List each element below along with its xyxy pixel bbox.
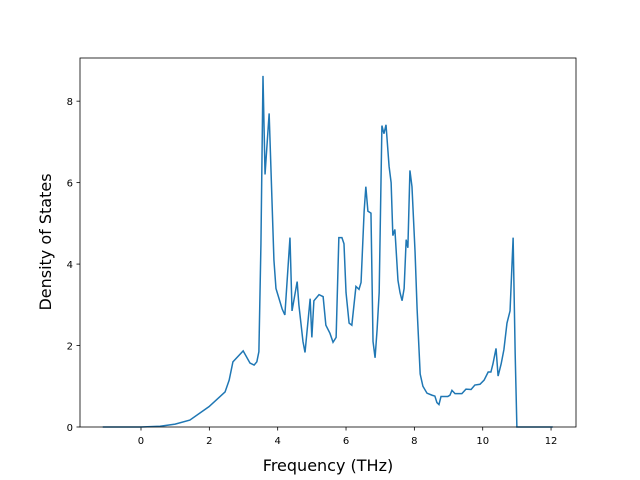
x-tick-label: 6 [343,436,349,447]
plot-frame [79,57,577,428]
y-tick-label: 2 [67,342,73,353]
x-tick-label: 4 [274,436,280,447]
x-tick-label: 12 [545,436,558,447]
line [102,75,553,428]
x-tick-label: 2 [206,436,212,447]
y-tick-label: 6 [67,179,73,190]
x-tick-label: 8 [411,436,417,447]
y-tick-label: 0 [67,423,73,434]
y-axis-label: Density of States [36,173,55,310]
x-axis-label: Frequency (THz) [263,456,393,475]
y-tick-label: 4 [67,260,73,271]
x-tick-label: 0 [138,436,144,447]
y-tick-label: 8 [67,97,73,108]
x-tick-label: 10 [476,436,489,447]
